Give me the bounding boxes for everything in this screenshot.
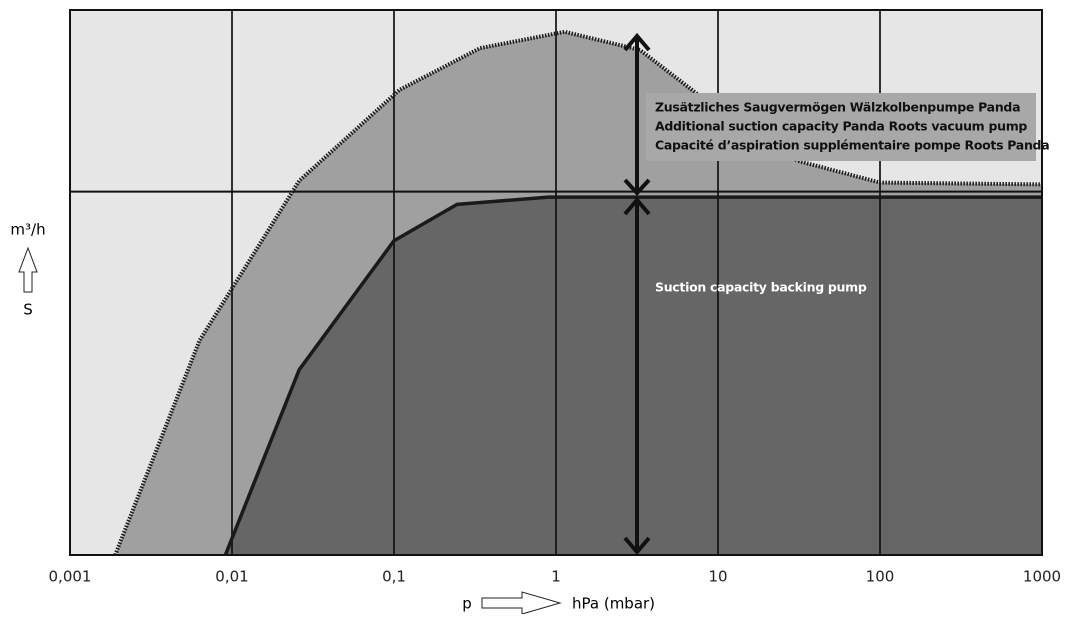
y-axis-unit: m³/h — [10, 221, 45, 239]
area-fill — [225, 197, 1043, 555]
x-tick-label: 0,1 — [382, 568, 406, 586]
x-axis-symbol: p — [462, 595, 472, 613]
x-tick-label: 0,001 — [49, 568, 92, 586]
annotation: Capacité d’aspiration supplémentaire pom… — [655, 138, 1049, 153]
double-arrows — [623, 32, 651, 556]
annotation: Zusätzliches Saugvermögen Wälzkolbenpump… — [655, 100, 1020, 115]
x-tick-label: 1000 — [1023, 568, 1061, 586]
series-label: Suction capacity backing pump — [655, 280, 867, 295]
x-tick-label: 100 — [866, 568, 895, 586]
x-tick-label: 0,01 — [215, 568, 248, 586]
plot-frame — [69, 9, 1043, 556]
annotation: Additional suction capacity Panda Roots … — [655, 119, 1027, 134]
areas — [115, 31, 1043, 556]
lines — [113, 29, 1043, 556]
x-axis-unit: hPa (mbar) — [572, 595, 655, 613]
area-line — [223, 195, 1042, 556]
y-axis-symbol: S — [23, 301, 33, 319]
annotation-box — [646, 93, 1036, 161]
area-line — [113, 29, 1043, 556]
y-axis-arrow — [18, 246, 38, 293]
x-axis-arrow — [481, 591, 562, 615]
x-tick-label: 1 — [551, 568, 561, 586]
x-tick-label: 10 — [708, 568, 727, 586]
